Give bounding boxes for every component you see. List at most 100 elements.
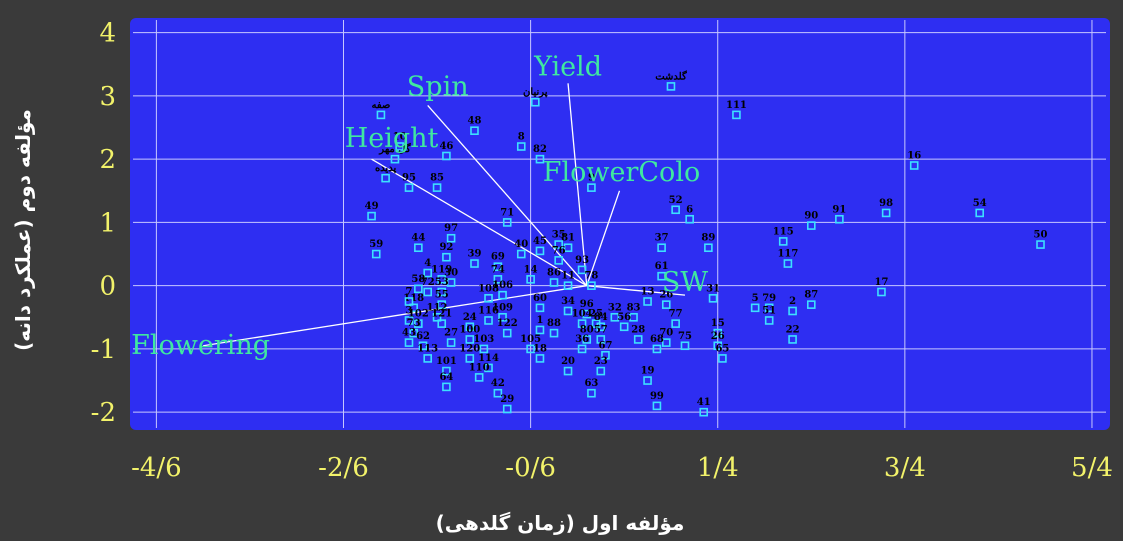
score-point [783,259,793,268]
point-label: 14 [524,264,538,275]
point-label: 79 [762,293,776,304]
point-label: 86 [547,268,561,279]
plot-panel [130,18,1110,430]
score-point [442,252,451,262]
y-axis-ticks: -2 -1 0 1 2 3 4 [91,19,116,429]
score-point [1036,240,1045,249]
point-label: 77 [669,309,683,320]
vector-label-spin: Spin [407,71,469,102]
score-point [446,338,456,347]
score-point [643,376,652,385]
score-point [643,297,652,306]
point-label: 83 [627,302,641,313]
score-point [418,341,428,351]
point-label: 26 [659,290,673,301]
score-point [554,256,563,265]
score-point [577,344,587,354]
point-label: 78 [584,271,598,282]
y-tick-label: 0 [99,272,116,302]
score-point [909,161,919,170]
point-label: 87 [804,290,818,301]
score-point [671,319,680,328]
score-point [750,303,760,313]
point-label: 31 [706,283,720,294]
point-label: 59 [369,239,383,250]
point-label: پدیده [375,163,397,174]
score-point [535,303,545,313]
score-point [563,306,573,316]
point-label: 63 [584,378,598,389]
score-point [437,275,447,284]
score-point [563,366,573,376]
score-point [881,208,891,218]
point-label: 56 [617,312,631,323]
point-label: 48 [468,116,482,127]
vector-flowering [203,285,587,347]
score-point [582,335,592,344]
grid-lines [133,20,1106,428]
point-label: 103 [473,334,494,345]
point-label: 65 [715,343,729,354]
point-label: 98 [879,198,893,209]
score-point [423,268,433,278]
point-label: 11 [561,271,575,282]
point-label: 52 [669,195,683,206]
y-tick-label: 2 [99,145,116,175]
point-label: 119 [431,264,452,275]
point-label: 18 [533,343,547,354]
score-point [479,344,489,354]
score-point [877,287,886,297]
point-label: 93 [575,255,589,266]
point-label: 106 [492,280,513,291]
vector-spin [427,104,588,287]
score-point [484,316,493,325]
point-label: 82 [533,144,547,155]
score-point [975,208,984,218]
point-label: 121 [431,309,452,320]
vector-height [371,158,588,287]
score-point [718,354,727,363]
point-label: 111 [726,100,747,111]
score-point [633,335,643,344]
point-label: 96 [580,299,594,310]
point-label: 2 [789,296,796,307]
point-label: 116 [478,305,499,316]
point-label: 75 [678,331,692,342]
vector-sw [586,285,686,296]
score-point [404,183,414,192]
score-point [587,183,596,192]
score-point [376,110,386,120]
point-label: پرنیان [523,87,548,98]
point-label: 69 [491,252,505,263]
score-point [535,354,545,363]
point-label: 95 [402,173,416,184]
point-label: 72 [421,277,435,288]
point-label: 110 [469,362,490,373]
vector-label-sw: SW [662,267,708,298]
score-point [535,246,545,256]
score-point [470,126,479,135]
vector-label-height: Height [345,123,439,154]
score-point [549,328,559,338]
score-point [414,284,423,294]
point-label: 55 [435,290,449,301]
point-label: 57 [594,324,608,335]
point-label: 91 [832,204,846,215]
score-point [587,388,596,398]
score-point [498,313,507,322]
score-point [446,278,456,287]
x-tick-label: 5/4 [1071,453,1113,483]
point-label: 117 [777,249,798,260]
score-point [549,278,559,287]
score-point [465,335,475,344]
point-label: 41 [697,397,711,408]
score-point [446,233,456,243]
point-label: 88 [547,318,561,329]
point-label: 76 [552,245,566,256]
y-tick-label: 1 [99,208,116,238]
score-point [713,328,723,338]
score-point [432,313,442,322]
point-label: 28 [631,324,645,335]
score-point [484,294,493,303]
score-point [601,350,610,360]
